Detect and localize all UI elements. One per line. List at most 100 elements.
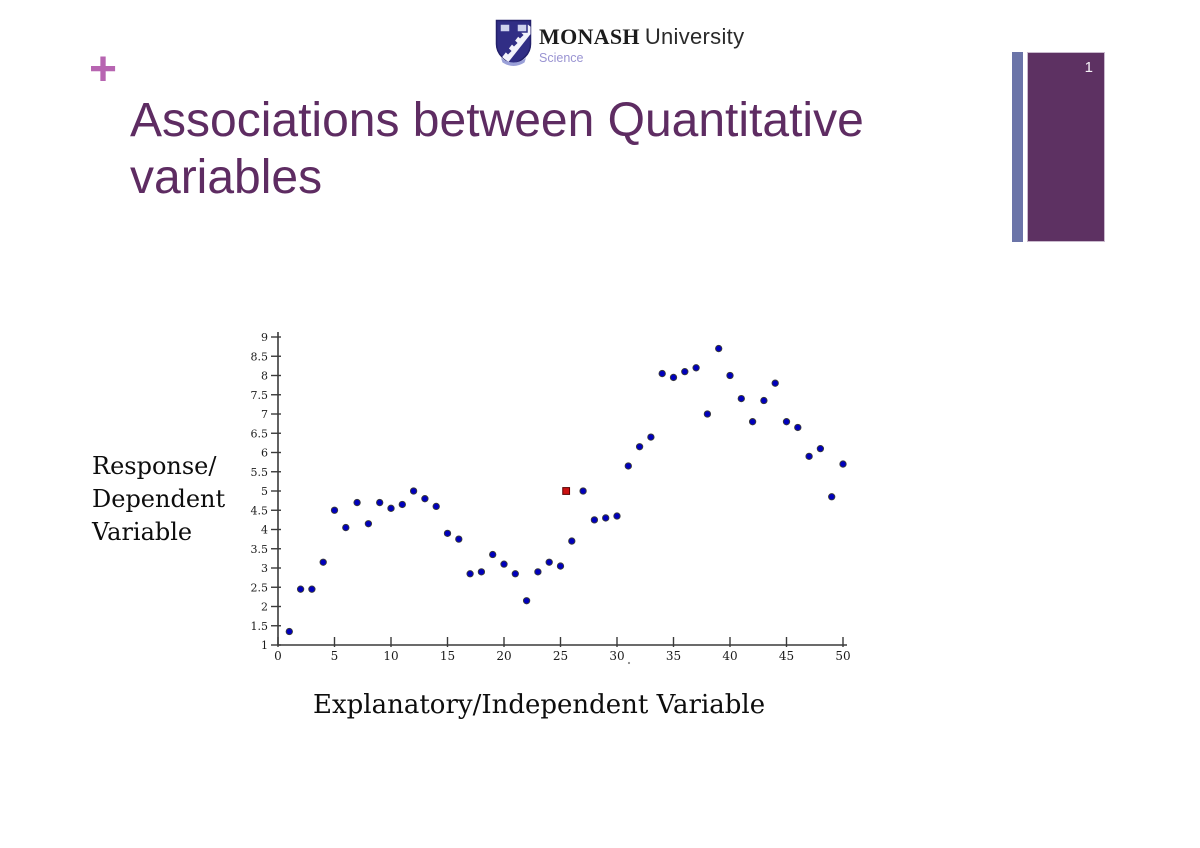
data-point [828, 493, 836, 501]
data-point [703, 410, 712, 418]
y-tick-label: 6 [261, 447, 268, 460]
data-point [409, 487, 418, 495]
y-tick-label: 7 [261, 408, 268, 421]
data-point [387, 504, 395, 512]
y-axis-caption-line2: Dependent [92, 485, 226, 513]
logo-wordmark: MONASH [539, 24, 640, 49]
data-point [443, 529, 452, 538]
data-point [330, 506, 339, 514]
x-tick-label: 45 [779, 649, 794, 663]
data-point [556, 562, 565, 570]
slide-title-line1: Associations between Quantitative [130, 94, 864, 147]
data-point [455, 535, 463, 543]
y-tick-label: 8 [261, 370, 268, 383]
y-axis-caption: Response/ Dependent Variable [92, 450, 225, 549]
y-tick-label: 1 [261, 639, 268, 652]
x-tick-label: 40 [722, 649, 737, 663]
data-point [522, 597, 531, 605]
data-point [364, 520, 373, 528]
data-point [500, 560, 508, 568]
page-number: 1 [1084, 59, 1093, 76]
data-point [760, 396, 768, 405]
data-point [771, 379, 779, 387]
data-point [692, 364, 700, 372]
x-tick-label: 30 [609, 649, 624, 663]
x-tick-label: 20 [496, 649, 511, 663]
x-tick-label: 25 [553, 649, 568, 663]
data-point [658, 369, 666, 378]
data-point [748, 418, 757, 426]
data-point [296, 585, 305, 593]
data-point [737, 394, 745, 403]
data-point [635, 443, 644, 451]
y-tick-label: 6.5 [251, 427, 269, 440]
x-tick-label: 50 [835, 649, 850, 663]
special-data-point [562, 487, 571, 495]
data-point [794, 423, 802, 432]
data-point [342, 523, 350, 532]
x-tick-label: 5 [331, 649, 339, 663]
data-point [613, 512, 621, 520]
data-point [839, 460, 847, 468]
y-tick-label: 3.5 [251, 543, 269, 556]
y-tick-label: 5 [261, 485, 268, 498]
data-point [602, 514, 610, 522]
plus-bullet-icon: + [89, 43, 118, 96]
logo-wordmark-suffix: University [644, 24, 745, 49]
data-point [511, 570, 519, 578]
x-axis-caption: Explanatory/Independent Variable [313, 690, 766, 720]
scatter-plot: 1 1.5 2 2.5 3 3.5 4 4.5 5 5.5 6 6.5 7 7.5 8 8.5 9 0 5 10 15 2… [240, 325, 870, 675]
y-axis-caption-line3: Variable [92, 518, 193, 546]
data-point [285, 627, 293, 636]
slide-title-line2: variables [130, 151, 323, 205]
data-point [353, 498, 361, 507]
y-tick-label: 3 [261, 562, 268, 575]
y-tick-label: 5.5 [251, 466, 269, 479]
data-point [421, 495, 429, 503]
data-point [715, 344, 723, 353]
x-tick-label: 15 [440, 649, 455, 663]
x-tick-label: 0 [274, 649, 282, 663]
y-axis-caption-line1: Response/ [92, 452, 217, 480]
data-point [579, 487, 587, 495]
data-point [534, 568, 542, 576]
data-point [545, 558, 553, 566]
data-point [376, 498, 384, 507]
y-tick-label: 4.5 [251, 504, 269, 517]
data-point [782, 418, 791, 426]
data-point [398, 500, 406, 509]
stray-mark [627, 661, 631, 665]
y-tick-label: 1.5 [251, 620, 269, 633]
data-point [568, 537, 576, 545]
y-tick-label: 2 [261, 601, 268, 614]
page-number-panel: 1 [1027, 52, 1105, 242]
x-tick-label: 35 [666, 649, 681, 663]
x-tick-label: 10 [383, 649, 398, 663]
data-point [647, 433, 655, 441]
accent-bar [1012, 52, 1023, 242]
scatter-plot-svg: 1 1.5 2 2.5 3 3.5 4 4.5 5 5.5 6 6.5 7 7.5 8 8.5 9 0 5 10 15 2… [251, 331, 851, 665]
data-point [432, 502, 440, 511]
data-point [308, 585, 316, 593]
y-tick-label: 2.5 [251, 581, 269, 594]
logo-faculty: Science [539, 51, 584, 65]
data-point [477, 568, 486, 576]
data-point [624, 462, 632, 470]
logo-text: MONASH University Science [539, 19, 744, 66]
monash-logo: MONASH University Science [495, 19, 744, 66]
monash-crest-icon [495, 19, 532, 66]
y-tick-label: 9 [261, 331, 268, 344]
data-point [681, 368, 689, 376]
data-point [466, 570, 474, 578]
data-point [805, 452, 813, 461]
logo-wordline: MONASH University [539, 24, 744, 50]
data-point [489, 550, 497, 559]
y-tick-label: 7.5 [251, 389, 269, 402]
data-point [726, 371, 734, 380]
slide-title: Associations between Quantitative variab… [130, 92, 864, 206]
y-tick-label: 4 [261, 524, 268, 537]
data-point [590, 516, 599, 524]
data-point [319, 558, 327, 566]
data-point [669, 373, 678, 382]
